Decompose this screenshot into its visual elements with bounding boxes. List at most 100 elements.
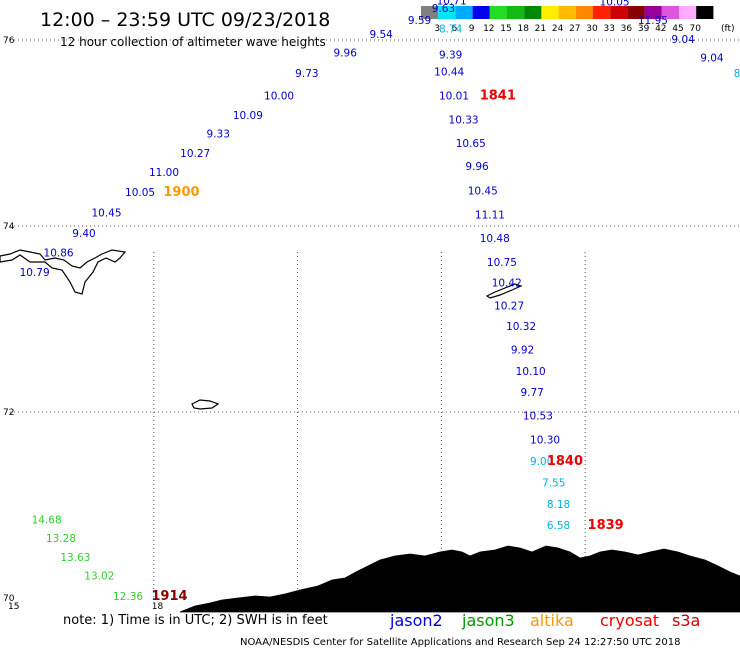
legend-label: 6 <box>452 24 458 34</box>
wave-height-label: 9.40 <box>72 228 95 240</box>
wave-height-label: 10.48 <box>480 233 510 245</box>
map-subtitle: 12 hour collection of altimeter wave hei… <box>60 35 326 49</box>
wave-height-label: 8.18 <box>547 499 570 511</box>
wave-height-label: 9.00 <box>530 456 553 468</box>
wave-height-label: 14.68 <box>32 515 62 527</box>
legend-swatch <box>507 6 525 19</box>
legend-swatch <box>455 6 473 19</box>
lon-tick-label: 21 <box>296 602 307 612</box>
wave-height-label: 10.45 <box>468 185 498 197</box>
latitude-labels: 807876747270 <box>3 36 15 604</box>
footer-credit: NOAA/NESDIS Center for Satellite Applica… <box>240 637 681 648</box>
legend-label: 15 <box>500 24 511 34</box>
legend-unit: (ft) <box>721 24 735 34</box>
legend-swatch <box>575 6 593 19</box>
lat-tick-label: 76 <box>3 36 15 46</box>
coastline <box>0 249 740 613</box>
pass-time-label: 1840 <box>547 454 583 469</box>
wave-height-label: 9.04 <box>671 34 695 46</box>
wave-height-label: 7.55 <box>542 477 565 489</box>
legend-label: 33 <box>603 24 614 34</box>
wave-height-label: 10.53 <box>523 410 553 422</box>
wave-height-label: 10.27 <box>494 301 524 313</box>
lon-tick-label: 27 <box>583 602 594 612</box>
wave-height-label: 9.04 <box>700 52 724 64</box>
legend-swatch <box>421 6 439 19</box>
wave-height-label: 10.79 <box>20 267 50 279</box>
lat-tick-label: 74 <box>3 222 15 232</box>
wave-height-label: 10.86 <box>44 248 74 260</box>
wave-height-label: 10.45 <box>91 208 121 220</box>
legend-swatch <box>489 6 507 19</box>
color-legend: 3 6 9 12 15 18 21 24 27 30 33 36 39 42 45 70 (ft) <box>421 6 735 34</box>
legend-label: 9 <box>469 24 475 34</box>
pass-time-label: 1900 <box>163 185 199 200</box>
lon-tick-label: 24 <box>439 602 451 612</box>
wave-height-label: 10.09 <box>233 110 263 122</box>
wave-height-label: 9.63 <box>432 3 455 15</box>
legend-swatch <box>696 6 714 19</box>
wave-height-label: 10.00 <box>264 91 294 103</box>
wave-height-label: 9.96 <box>465 161 489 173</box>
bear-island <box>191 399 220 410</box>
wave-height-label: 9.92 <box>511 344 534 356</box>
wave-height-label: 13.28 <box>46 533 76 545</box>
wave-height-label: 9.59 <box>408 15 431 27</box>
lat-tick-label: 70 <box>3 594 15 604</box>
legend-swatch <box>593 6 611 19</box>
graticule <box>10 39 740 598</box>
legend-swatch <box>541 6 559 19</box>
map-title: 12:00 – 23:59 UTC 09/23/2018 <box>40 9 330 31</box>
legend-label: 24 <box>552 24 564 34</box>
wave-height-label: 9.77 <box>520 387 543 399</box>
legend-swatch <box>524 6 542 19</box>
legend-label: 18 <box>517 24 529 34</box>
legend-label: 27 <box>569 24 580 34</box>
satellite-name: altika <box>530 611 574 630</box>
lon-tick-label: 30 <box>727 602 739 612</box>
legend-label: 36 <box>621 24 633 34</box>
wave-height-label: 8.74 <box>439 24 463 36</box>
svalbard-coast <box>0 249 127 295</box>
legend-label: 39 <box>638 24 650 34</box>
wave-height-label: 13.02 <box>84 570 114 582</box>
wave-height-label: 10.65 <box>456 138 486 150</box>
wave-height-label: 11.95 <box>638 15 668 27</box>
legend-swatch <box>627 6 645 19</box>
observation-layer: 4.10203841.658.41123711.933.783.29173641… <box>20 0 740 604</box>
kong-karls-land <box>485 283 523 299</box>
pass-time-label: 1841 <box>480 89 516 104</box>
satellite-name: jason2 <box>389 611 443 630</box>
wave-height-label: 10.71 <box>437 0 467 8</box>
wave-height-label: 11.00 <box>149 167 179 179</box>
pass-time-label: 1839 <box>588 518 624 533</box>
wave-height-label: 6.58 <box>547 520 570 532</box>
satellite-name: s3a <box>672 611 700 630</box>
legend-label: 21 <box>535 24 546 34</box>
wave-height-label: 10.05 <box>600 0 630 9</box>
satellite-legend: jason2 jason3 altika cryosat s3a <box>389 611 700 630</box>
wave-height-label: 10.42 <box>492 277 522 289</box>
wave-height-label: 9.39 <box>439 50 462 62</box>
satellite-name: cryosat <box>600 611 659 630</box>
wave-height-label: 10.27 <box>180 148 210 160</box>
lat-tick-label: 72 <box>3 408 14 418</box>
wave-height-label: 10.75 <box>487 257 517 269</box>
legend-swatch <box>661 6 679 19</box>
wave-height-label: 10.44 <box>434 66 464 78</box>
legend-label: 70 <box>689 24 701 34</box>
legend-swatch <box>558 6 576 19</box>
units-note: note: 1) Time is in UTC; 2) SWH is in fe… <box>63 613 328 628</box>
legend-swatch <box>438 6 456 19</box>
legend-swatch <box>644 6 662 19</box>
satellite-name: jason3 <box>461 611 515 630</box>
wave-height-label: 12.36 <box>113 591 143 603</box>
norway-coast <box>179 545 740 613</box>
legend-label: 12 <box>483 24 494 34</box>
wave-height-label: 9.33 <box>207 129 230 141</box>
wave-height-label: 10.01 <box>439 91 469 103</box>
legend-label: 30 <box>586 24 598 34</box>
wave-height-label: 9.96 <box>334 48 358 60</box>
legend-swatch <box>472 6 490 19</box>
wave-height-label: 10.32 <box>506 321 536 333</box>
